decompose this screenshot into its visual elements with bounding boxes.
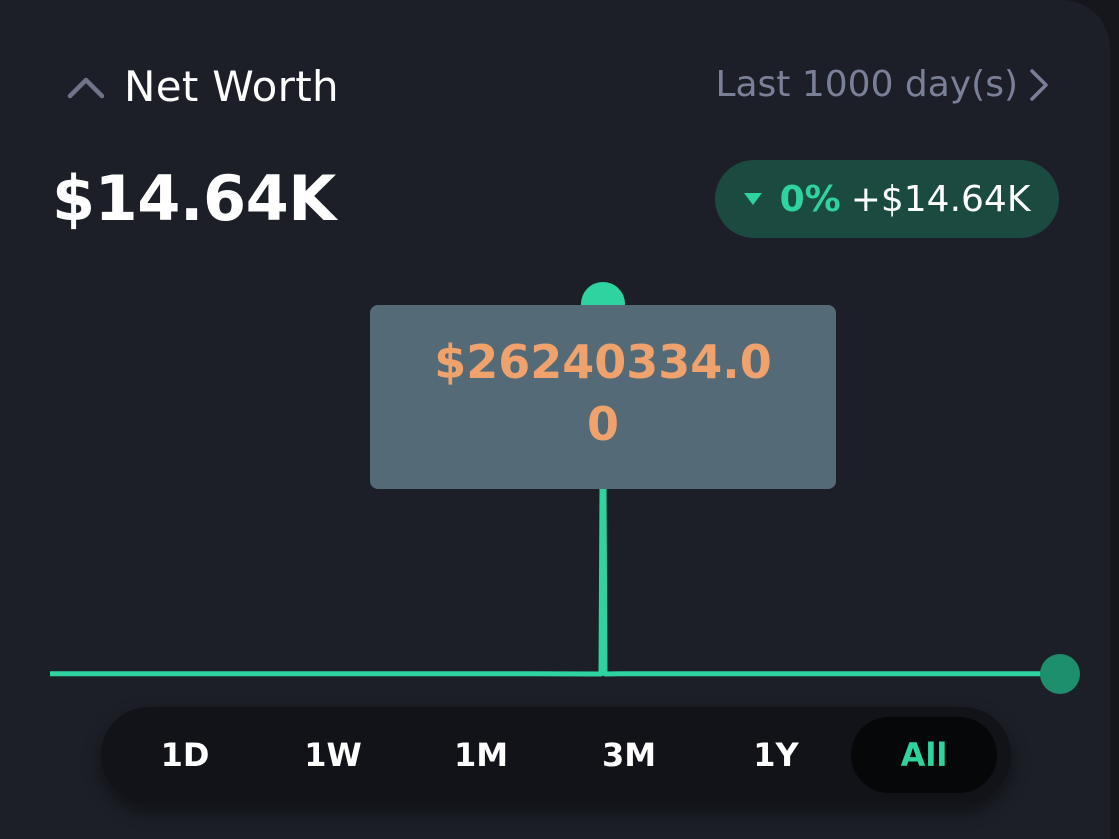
card-title: Net Worth <box>124 62 339 111</box>
period-button-1m[interactable]: 1M <box>453 736 509 774</box>
net-worth-value: $14.64K <box>52 162 336 235</box>
chevron-right-icon <box>1030 68 1048 101</box>
period-button-all[interactable]: All <box>851 717 997 793</box>
change-amount: +$14.64K <box>850 178 1031 220</box>
date-range-link[interactable]: Last 1000 day(s) <box>715 64 1050 105</box>
last-point-marker[interactable] <box>1040 654 1080 694</box>
period-button-1y[interactable]: 1Y <box>753 736 799 774</box>
date-range-label: Last 1000 day(s) <box>715 64 1018 105</box>
period-button-1d[interactable]: 1D <box>160 736 210 774</box>
period-button-1w[interactable]: 1W <box>304 736 362 774</box>
change-badge: 0% +$14.64K <box>715 160 1059 238</box>
period-selector: 1D 1W 1M 3M 1Y All <box>101 707 1011 803</box>
period-button-3m[interactable]: 3M <box>601 736 657 774</box>
chevron-up-icon[interactable] <box>66 72 106 102</box>
change-percent: 0% <box>779 178 841 220</box>
triangle-down-icon <box>743 193 762 205</box>
card-header[interactable]: Net Worth <box>66 62 339 111</box>
chart-tooltip: $26240334.00 <box>370 305 836 489</box>
